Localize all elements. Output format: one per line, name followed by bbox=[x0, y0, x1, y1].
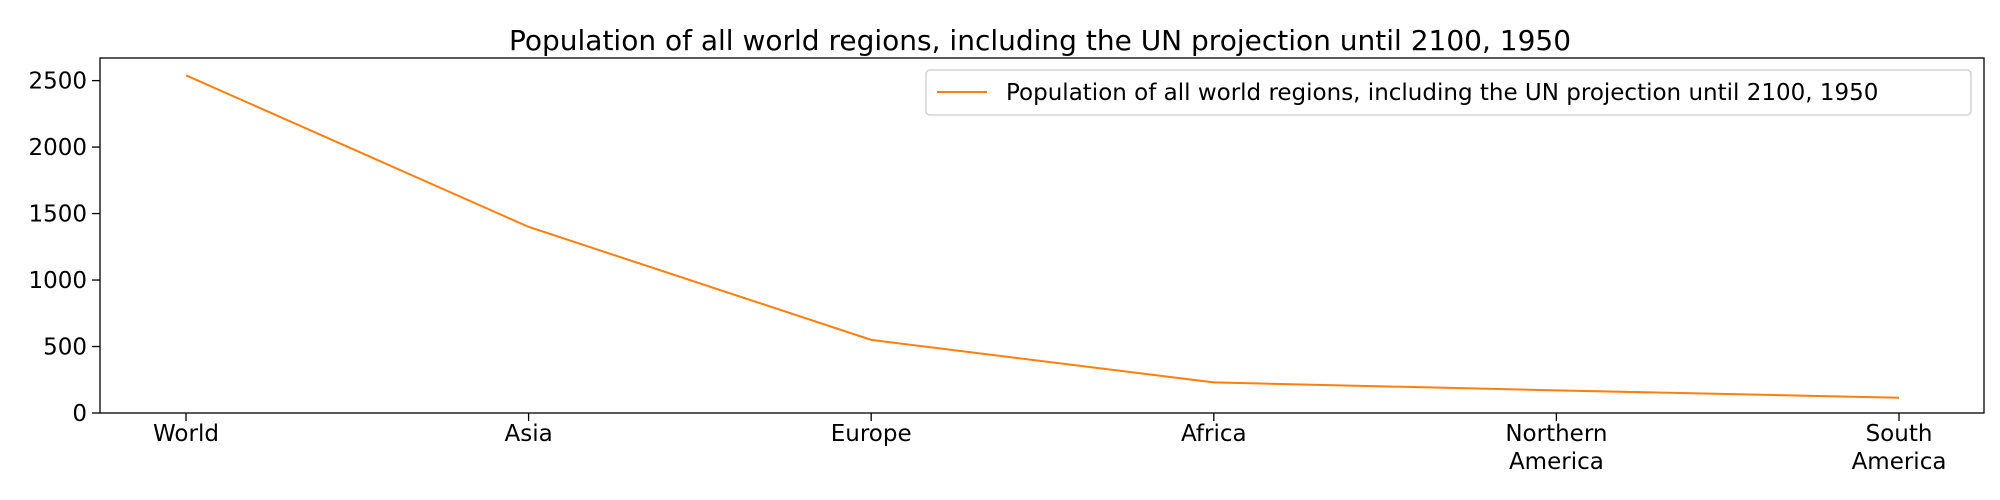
y-tick-label: 0 bbox=[72, 401, 87, 427]
legend: Population of all world regions, includi… bbox=[925, 69, 1972, 116]
y-axis: 0 500 1000 1500 2000 2500 bbox=[28, 69, 100, 427]
y-tick-label: 1000 bbox=[28, 268, 87, 294]
y-tick-label: 2500 bbox=[28, 69, 87, 95]
y-tick-label: 500 bbox=[43, 335, 87, 361]
x-tick-label: America bbox=[1509, 449, 1604, 475]
y-tick-label: 2000 bbox=[28, 135, 87, 161]
series-line bbox=[185, 74, 1900, 399]
x-tick-label: World bbox=[153, 421, 219, 447]
x-tick-label: Northern bbox=[1505, 421, 1607, 447]
x-tick-label: America bbox=[1852, 449, 1947, 475]
x-tick-label: Europe bbox=[831, 421, 912, 447]
x-tick-label: Asia bbox=[504, 421, 552, 447]
x-axis: World Asia Europe Africa NorthernAmericaSout… bbox=[153, 413, 1946, 475]
y-tick-label: 1500 bbox=[28, 202, 87, 228]
x-tick-label: Africa bbox=[1181, 421, 1247, 447]
x-tick-label: South bbox=[1866, 421, 1933, 447]
legend-label: Population of all world regions, includi… bbox=[1006, 80, 1878, 106]
plot-frame bbox=[99, 57, 1985, 414]
legend-box bbox=[925, 69, 1972, 116]
chart-title: Population of all world regions, includi… bbox=[509, 24, 1571, 57]
